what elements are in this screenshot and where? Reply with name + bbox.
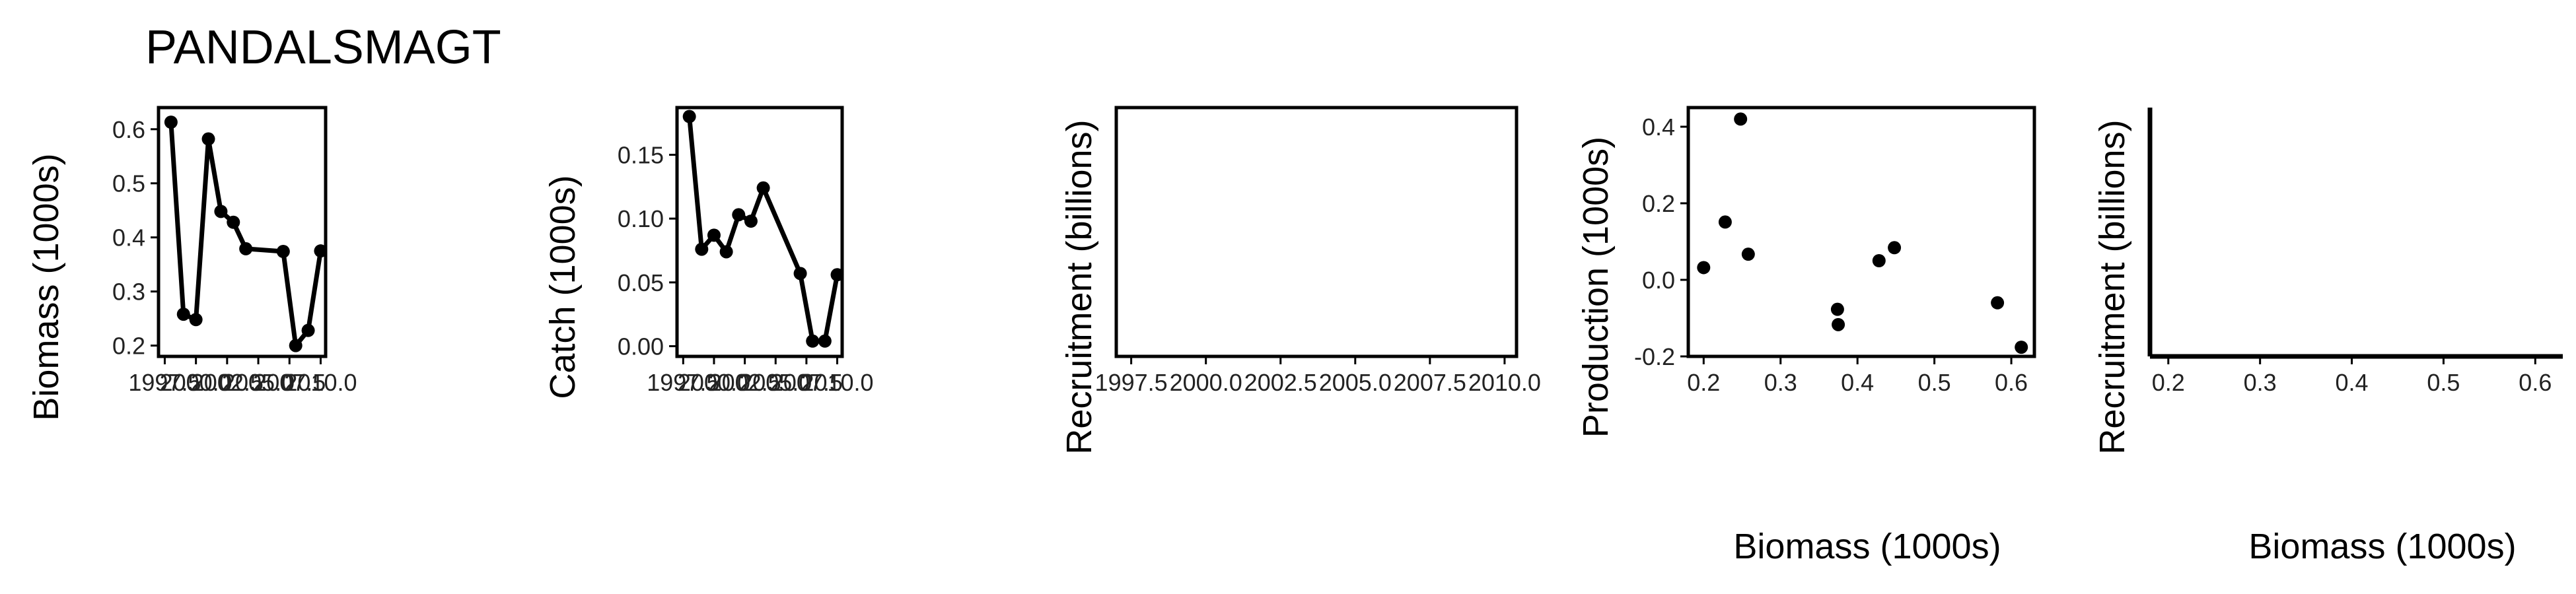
p3-data-point [1872, 254, 1886, 267]
p3-data-point [1718, 215, 1732, 229]
p3-x-tick-label: 0.2 [1687, 369, 1720, 396]
p3-data-point [1734, 112, 1748, 126]
p0-y-tick-label: 0.4 [112, 224, 145, 251]
p1-x-tick-label: 2007.5 [770, 369, 843, 396]
p1-data-point [707, 228, 721, 242]
p3-x-tick-label: 0.6 [1995, 369, 2028, 396]
p3-x-tick-label: 0.3 [1764, 369, 1797, 396]
p3-data-point [1991, 296, 2005, 310]
p3-frame [1686, 106, 2036, 358]
production-biomass-panel: Production (1000s) Biomass (1000s) 0.2 0.… [1576, 106, 2036, 566]
p2-frame [1114, 106, 1519, 358]
p3-ylabel: Production (1000s) [1576, 137, 1616, 438]
p0-data-point [239, 242, 253, 255]
p0-data-point [201, 132, 215, 146]
p0-data-point [214, 205, 228, 218]
p1-data-point [806, 334, 820, 348]
p2-x-tick-label: 2005.0 [1319, 369, 1392, 396]
p0-y-tick-label: 0.5 [112, 170, 145, 197]
p2-x-tick-label: 2010.0 [1468, 369, 1541, 396]
p0-frame [157, 106, 328, 358]
p1-data-point [719, 245, 733, 259]
p0-y-tick-label: 0.6 [112, 116, 145, 143]
biomass-time-panel: Biomass (1000s) 1997.52000.02002.52005.0… [26, 106, 357, 421]
p0-data-point [314, 244, 328, 258]
p0-y-tick-label: 0.2 [112, 333, 145, 360]
figure-title: PANDALSMAGT [145, 21, 501, 74]
p3-data-point [1830, 302, 1844, 316]
p1-y-tick-label: 0.15 [618, 142, 664, 169]
p4-x-tick-label: 0.5 [2427, 369, 2460, 396]
p1-data-point [756, 181, 770, 195]
p4-x-tick-label: 0.3 [2244, 369, 2277, 396]
p1-y-tick-label: 0.10 [618, 205, 664, 232]
catch-time-panel: Catch (1000s) 1997.52000.02002.52005.020… [543, 106, 874, 399]
p0-x-tick-label: 2007.5 [253, 369, 326, 396]
p2-x-tick-label: 2000.0 [1170, 369, 1242, 396]
recruitment-biomass-panel: Recruitment (billions) Biomass (1000s) 0… [2093, 108, 2563, 566]
p3-y-tick-label: 0.4 [1642, 114, 1675, 141]
p0-data-point [164, 116, 178, 129]
p3-data-point [2015, 341, 2028, 354]
p3-x-tick-label: 0.4 [1841, 369, 1874, 396]
p4-ylabel: Recruitment (billions) [2093, 119, 2132, 454]
p1-x-tick-label: 2000.0 [678, 369, 750, 396]
p1-frame [675, 106, 844, 358]
p2-x-tick-label: 2002.5 [1244, 369, 1317, 396]
p3-data-point [1697, 261, 1711, 275]
p1-x-tick-label: 2002.5 [709, 369, 781, 396]
p0-x-tick-label: 2010.0 [284, 369, 357, 396]
p4-x-tick-label: 0.6 [2519, 369, 2552, 396]
p4-xlabel: Biomass (1000s) [2248, 527, 2516, 566]
p0-x-tick-label: 2000.0 [160, 369, 233, 396]
p0-data-point [227, 215, 240, 229]
p2-ylabel: Recruitment (billions) [1059, 119, 1099, 454]
p0-data-point [289, 339, 303, 352]
p1-ylabel: Catch (1000s) [543, 175, 583, 399]
p3-y-tick-label: -0.2 [1634, 343, 1675, 370]
p1-x-tick-label: 2005.0 [739, 369, 812, 396]
p1-y-tick-label: 0.00 [618, 333, 664, 360]
p1-data-point [732, 208, 746, 222]
p3-x-tick-label: 0.5 [1918, 369, 1951, 396]
p1-data-point [682, 110, 696, 123]
p1-data-point [830, 268, 844, 282]
p0-y-tick-label: 0.3 [112, 279, 145, 306]
p1-data-point [793, 267, 807, 280]
p3-data-point [1888, 241, 1902, 255]
p3-xlabel: Biomass (1000s) [1733, 527, 2001, 566]
p2-x-tick-label: 1997.5 [1095, 369, 1168, 396]
p4-x-tick-label: 0.2 [2152, 369, 2185, 396]
recruitment-time-panel: Recruitment (billions) 1997.5 2000.0 2002.… [1059, 106, 1541, 455]
p0-x-tick-label: 2005.0 [222, 369, 295, 396]
p3-y-tick-label: 0.2 [1642, 190, 1675, 217]
p3-data-point [1832, 317, 1845, 331]
p3-y-tick-label: 0.0 [1642, 267, 1675, 294]
p0-ylabel: Biomass (1000s) [26, 153, 66, 420]
p1-data-point [818, 334, 832, 348]
p1-y-tick-label: 0.05 [618, 269, 664, 296]
p1-x-tick-label: 2010.0 [801, 369, 873, 396]
p4-x-tick-label: 0.4 [2336, 369, 2369, 396]
p1-x-tick-label: 1997.5 [647, 369, 719, 396]
p0-series-line [168, 121, 323, 348]
p0-data-point [189, 313, 203, 327]
p0-data-point [276, 245, 290, 259]
p0-x-tick-label: 1997.5 [128, 369, 201, 396]
p0-x-tick-label: 2002.5 [191, 369, 264, 396]
p1-series-line [687, 116, 840, 344]
p0-data-point [176, 308, 190, 321]
p2-x-tick-label: 2007.5 [1394, 369, 1466, 396]
p1-data-point [695, 242, 709, 256]
p1-data-point [744, 214, 758, 228]
p0-data-point [301, 323, 315, 337]
p3-data-point [1741, 248, 1755, 261]
